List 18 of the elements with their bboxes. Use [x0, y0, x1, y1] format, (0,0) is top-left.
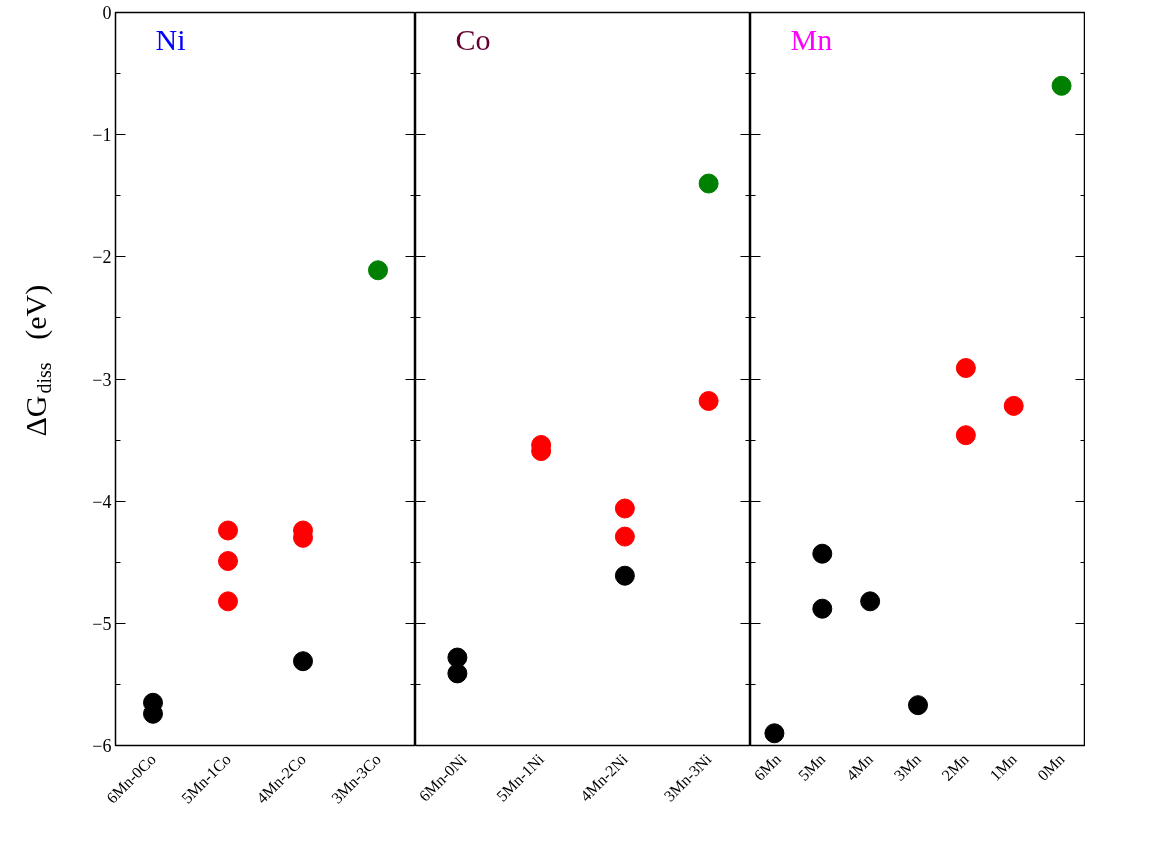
chart-title: Mn [790, 22, 833, 56]
y-tick-label: −2 [92, 247, 112, 268]
y-axis-title: ΔGdiss (eV) [19, 284, 55, 437]
chart-title: Ni [155, 22, 186, 56]
y-tick-label: −5 [92, 613, 112, 634]
y-tick-label: 0 [102, 3, 112, 23]
x-tick-label: 5Mn [794, 750, 829, 784]
y-tick-label: −6 [92, 736, 112, 756]
chart-title: Co [455, 22, 491, 56]
x-tick-label: 4Mn [842, 750, 877, 784]
x-tick-label: 2Mn [938, 750, 972, 784]
x-tick-label: 3Mn [890, 750, 925, 784]
y-tick-label: −4 [92, 491, 112, 512]
y-tick-label: −3 [92, 369, 112, 390]
x-tick-label: 1Mn [986, 750, 1020, 784]
x-tick-label: 0Mn [1034, 750, 1068, 784]
x-tick-label: 6Mn [750, 750, 784, 784]
y-tick-label: −1 [92, 125, 112, 146]
